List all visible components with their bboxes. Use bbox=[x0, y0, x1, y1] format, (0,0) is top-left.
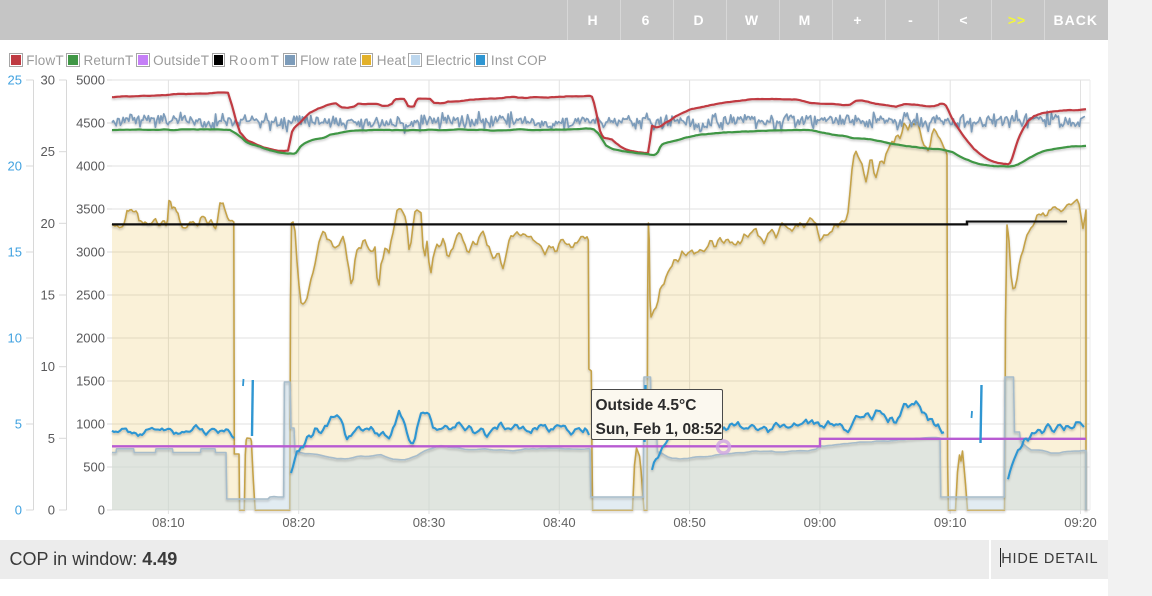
svg-text:08:40: 08:40 bbox=[543, 515, 576, 530]
svg-text:09:00: 09:00 bbox=[804, 515, 837, 530]
svg-text:08:50: 08:50 bbox=[673, 515, 706, 530]
svg-text:08:10: 08:10 bbox=[152, 515, 185, 530]
svg-text:5000: 5000 bbox=[76, 73, 105, 88]
svg-text:1000: 1000 bbox=[76, 417, 105, 432]
svg-text:10: 10 bbox=[8, 331, 22, 346]
svg-text:08:30: 08:30 bbox=[413, 515, 446, 530]
svg-text:09:20: 09:20 bbox=[1064, 515, 1097, 530]
svg-text:30: 30 bbox=[41, 73, 55, 88]
svg-text:2000: 2000 bbox=[76, 331, 105, 346]
svg-text:3000: 3000 bbox=[76, 245, 105, 260]
svg-text:5: 5 bbox=[15, 417, 22, 432]
svg-text:3500: 3500 bbox=[76, 202, 105, 217]
svg-text:500: 500 bbox=[83, 460, 105, 475]
svg-text:15: 15 bbox=[8, 245, 22, 260]
svg-text:10: 10 bbox=[41, 359, 55, 374]
svg-text:4500: 4500 bbox=[76, 116, 105, 131]
svg-text:2500: 2500 bbox=[76, 288, 105, 303]
svg-text:25: 25 bbox=[41, 144, 55, 159]
svg-text:09:10: 09:10 bbox=[934, 515, 967, 530]
svg-text:1500: 1500 bbox=[76, 374, 105, 389]
svg-text:20: 20 bbox=[8, 159, 22, 174]
svg-text:4000: 4000 bbox=[76, 159, 105, 174]
svg-text:15: 15 bbox=[41, 288, 55, 303]
svg-text:25: 25 bbox=[8, 73, 22, 88]
svg-text:0: 0 bbox=[98, 503, 105, 518]
svg-text:0: 0 bbox=[48, 503, 55, 518]
svg-text:08:20: 08:20 bbox=[282, 515, 315, 530]
svg-text:0: 0 bbox=[15, 503, 22, 518]
svg-text:5: 5 bbox=[48, 431, 55, 446]
svg-text:20: 20 bbox=[41, 216, 55, 231]
